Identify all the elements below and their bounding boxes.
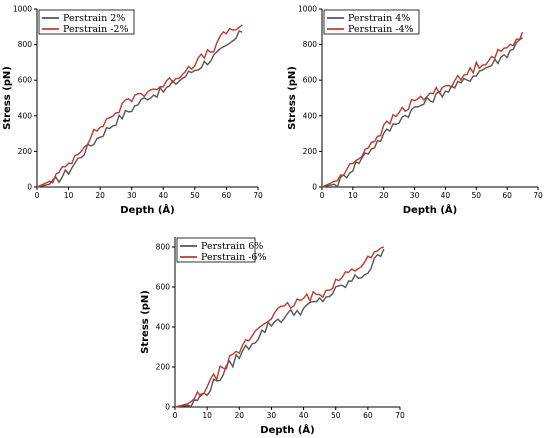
y-tick-label: 600 bbox=[156, 283, 171, 292]
legend-box bbox=[323, 9, 420, 35]
y-tick-label: 600 bbox=[18, 76, 33, 85]
chart-top-right: 0 10 20 30 40 50 60 70 0 200 400 600 800 1000 Depth (Å… bbox=[287, 5, 543, 216]
y-tick-label: 200 bbox=[303, 147, 318, 156]
y-tick-label: 800 bbox=[156, 243, 171, 252]
x-tick-label: 70 bbox=[533, 191, 543, 200]
x-tick-label: 70 bbox=[253, 191, 263, 200]
x-tick-label: 30 bbox=[267, 411, 277, 420]
series-line-2 bbox=[174, 246, 385, 408]
legend-label: Perstrain 6% bbox=[201, 241, 263, 252]
x-tick-label: 30 bbox=[410, 191, 420, 200]
series-line-2 bbox=[36, 24, 243, 188]
x-tick-label: 60 bbox=[363, 411, 373, 420]
x-tick-label: 30 bbox=[127, 191, 137, 200]
x-tick-label: 20 bbox=[379, 191, 389, 200]
y-tick-label: 800 bbox=[18, 40, 33, 49]
y-tick-label: 400 bbox=[18, 111, 33, 120]
x-tick-label: 50 bbox=[331, 411, 341, 420]
y-tick-label: 200 bbox=[156, 363, 171, 372]
legend-label: Perstrain 2% bbox=[63, 13, 125, 24]
x-tick-label: 0 bbox=[320, 191, 325, 200]
x-tick-label: 10 bbox=[348, 191, 358, 200]
x-tick-label: 20 bbox=[235, 411, 245, 420]
legend-label: Perstrain -2% bbox=[63, 24, 128, 35]
series-line-2 bbox=[321, 31, 524, 188]
series-line-1 bbox=[174, 248, 385, 408]
x-tick-label: 10 bbox=[202, 411, 212, 420]
x-tick-label: 0 bbox=[35, 191, 40, 200]
legend-box bbox=[38, 9, 135, 35]
y-tick-label: 200 bbox=[18, 147, 33, 156]
y-tick-label: 1000 bbox=[13, 5, 32, 14]
x-tick-label: 60 bbox=[502, 191, 512, 200]
x-tick-label: 50 bbox=[472, 191, 482, 200]
y-tick-label: 1000 bbox=[298, 5, 317, 14]
x-axis-title: Depth (Å) bbox=[120, 203, 175, 215]
legend-label: Perstrain 4% bbox=[348, 13, 410, 24]
x-axis-title: Depth (Å) bbox=[403, 203, 458, 215]
series-line-1 bbox=[321, 36, 524, 189]
y-axis-title: Stress (pN) bbox=[2, 66, 13, 130]
y-tick-label: 0 bbox=[27, 183, 32, 192]
chart-top-left: 0 10 20 30 40 50 60 70 0 200 400 600 800 1000 Depth (Å… bbox=[2, 5, 263, 216]
x-tick-label: 10 bbox=[64, 191, 74, 200]
x-tick-label: 50 bbox=[190, 191, 200, 200]
legend-label: Perstrain -6% bbox=[201, 252, 266, 263]
y-tick-label: 400 bbox=[156, 323, 171, 332]
x-tick-label: 40 bbox=[159, 191, 169, 200]
x-tick-label: 70 bbox=[395, 411, 405, 420]
x-tick-label: 60 bbox=[222, 191, 232, 200]
y-axis-title: Stress (pN) bbox=[287, 66, 298, 130]
legend-box bbox=[176, 237, 256, 263]
series-line-1 bbox=[36, 30, 243, 188]
y-tick-label: 400 bbox=[303, 111, 318, 120]
y-tick-label: 800 bbox=[303, 40, 318, 49]
chart-bottom: 0 10 20 30 40 50 60 70 0 200 400 600 800 Depth (Å) Str… bbox=[140, 237, 405, 436]
x-tick-label: 40 bbox=[441, 191, 451, 200]
x-tick-label: 20 bbox=[95, 191, 105, 200]
y-axis-title: Stress (pN) bbox=[140, 290, 151, 354]
y-tick-label: 600 bbox=[303, 76, 318, 85]
y-tick-label: 0 bbox=[165, 403, 170, 412]
x-tick-label: 0 bbox=[173, 411, 178, 420]
x-tick-label: 40 bbox=[299, 411, 309, 420]
y-tick-label: 0 bbox=[312, 183, 317, 192]
x-axis-title: Depth (Å) bbox=[260, 423, 315, 436]
legend-label: Perstrain -4% bbox=[348, 24, 413, 35]
